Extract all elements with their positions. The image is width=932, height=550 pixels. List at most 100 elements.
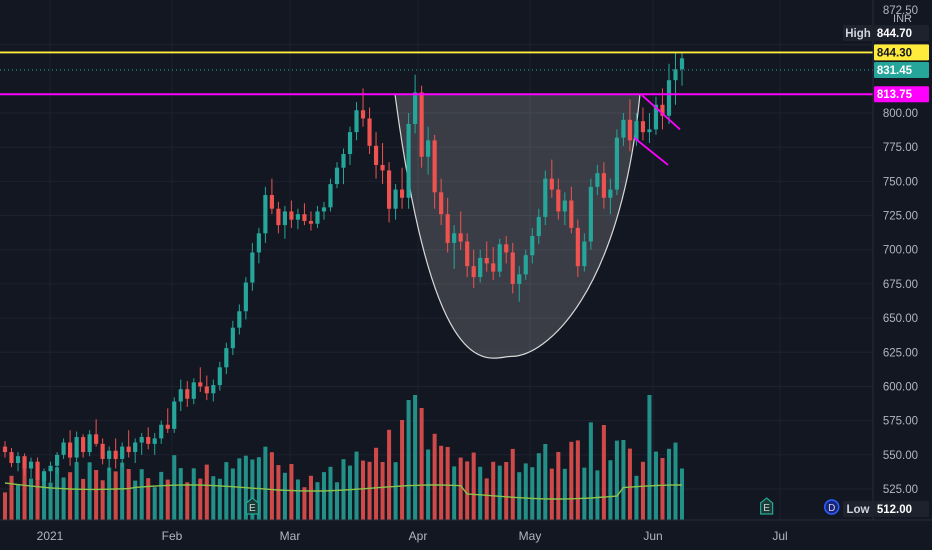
- candle-body: [445, 214, 450, 243]
- volume-bar: [48, 482, 53, 520]
- time-tick-label: Apr: [409, 529, 428, 543]
- volume-bar: [263, 446, 268, 520]
- yellow-level-tag-box: [874, 44, 929, 61]
- volume-bar: [374, 447, 379, 520]
- price-tick-label: 650.00: [883, 313, 918, 325]
- volume-bar: [361, 460, 366, 520]
- candle-body: [452, 233, 457, 243]
- candle-body: [94, 434, 99, 444]
- volume-bar: [666, 448, 671, 520]
- candle-body: [582, 241, 587, 267]
- currency-label: INR: [893, 13, 912, 25]
- time-tick-label: Jun: [643, 529, 662, 543]
- candle-body: [315, 211, 320, 224]
- low-tag-label: Low: [847, 504, 870, 516]
- candle-body: [289, 211, 294, 220]
- volume-bar: [660, 458, 665, 520]
- price-tick-label: 625.00: [883, 347, 918, 359]
- candle-body: [360, 110, 366, 119]
- level-lines: [0, 51, 873, 96]
- yellow-level-tag-value: 844.30: [877, 47, 912, 59]
- volume-bar: [471, 452, 476, 520]
- high-tag-value: 844.70: [877, 28, 912, 40]
- volume-bar: [282, 472, 287, 520]
- candle-body: [536, 216, 541, 237]
- volume-bar: [504, 462, 509, 520]
- candle-body: [87, 434, 92, 453]
- volume-bar: [354, 451, 359, 520]
- candle-body: [471, 266, 476, 278]
- price-tick-label-partial: 872.50: [883, 5, 918, 17]
- candle-body: [28, 461, 34, 469]
- candle-body: [614, 137, 619, 190]
- volume-bar: [113, 471, 118, 520]
- price-tick-label: 800.00: [883, 108, 918, 120]
- candle-body: [400, 189, 405, 198]
- volume-bar: [328, 466, 333, 520]
- high-tag-label: High: [845, 28, 871, 40]
- volume-bar: [321, 472, 326, 520]
- candle-body: [393, 189, 398, 209]
- volume-bar: [458, 457, 463, 520]
- candle-body: [282, 211, 287, 226]
- volume-bar: [491, 461, 496, 520]
- candle-body: [562, 200, 567, 212]
- volume-bar: [55, 467, 60, 520]
- volume-bar: [276, 465, 281, 520]
- candle-body: [653, 104, 659, 130]
- volume-bar: [159, 471, 164, 520]
- cup-pattern: [394, 93, 641, 359]
- volume-bar: [419, 408, 424, 520]
- low-tag-value: 512.00: [877, 504, 912, 516]
- candle-body: [100, 443, 105, 459]
- event-marker-label: E: [763, 503, 770, 514]
- volume-bar: [230, 468, 235, 520]
- price-tick-label: 750.00: [883, 176, 918, 188]
- price-axis: 525.00 550.00 575.00 600.00 625.00 650.00 675.…: [872, 0, 932, 550]
- candle-body: [107, 450, 112, 459]
- candle-body: [575, 227, 580, 267]
- candle-body: [354, 110, 359, 133]
- candle-body: [250, 252, 255, 283]
- time-tick-label: Mar: [280, 529, 301, 543]
- candle-body: [569, 200, 574, 228]
- candle-body: [308, 221, 314, 224]
- volume-bar: [211, 476, 216, 520]
- candle-body: [380, 164, 385, 171]
- volume-bar: [413, 395, 418, 520]
- candle-body: [497, 244, 502, 272]
- volume-bar: [497, 465, 502, 520]
- candle-body: [68, 442, 73, 458]
- candle-body: [74, 437, 79, 458]
- candle-body: [302, 214, 307, 222]
- candle-body: [334, 167, 340, 185]
- volume-bar: [601, 425, 606, 520]
- candle-body: [126, 446, 131, 453]
- candle-body: [159, 424, 164, 439]
- last-price-tag-value: 831.45: [877, 65, 913, 77]
- volume-bar: [185, 482, 190, 520]
- candle-body: [172, 401, 177, 429]
- price-tags: 844.70 High 844.30 831.45 813.75 512.00 Low: [843, 25, 929, 517]
- candle-body: [543, 178, 548, 217]
- candle-body: [133, 442, 138, 453]
- candle-body: [139, 437, 144, 443]
- volume-bar: [445, 447, 450, 520]
- volume-bar: [478, 466, 483, 520]
- time-axis-background: [0, 520, 932, 550]
- candle-body: [15, 456, 21, 464]
- volume-bar: [2, 492, 8, 520]
- volume-bar: [191, 468, 196, 520]
- volume-bar: [367, 461, 372, 520]
- volume-bar: [647, 395, 652, 520]
- volume-bar: [582, 467, 587, 520]
- last-price-tag-box: [874, 61, 929, 78]
- candle-body: [627, 119, 633, 141]
- price-tick-label: 725.00: [883, 211, 918, 223]
- magenta-level-tag: 813.75: [874, 86, 929, 103]
- price-tick-label: 550.00: [883, 450, 918, 462]
- price-tick-label: 775.00: [883, 142, 918, 154]
- candle-body: [601, 173, 606, 198]
- candle-body: [608, 189, 613, 198]
- volume-bar: [406, 400, 411, 520]
